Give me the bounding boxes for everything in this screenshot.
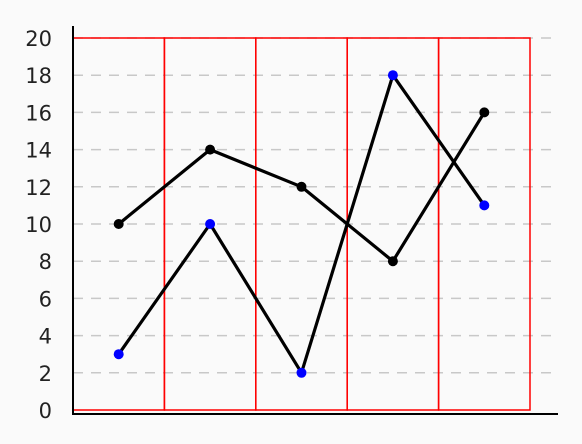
y-tick-label: 18 [25, 64, 52, 88]
series-point [205, 219, 216, 229]
y-tick-label: 8 [39, 250, 52, 274]
y-tick-label: 10 [25, 213, 52, 237]
series-point [205, 144, 216, 155]
series-point [479, 107, 490, 118]
series-point [296, 367, 307, 378]
y-tick-label: 0 [39, 399, 52, 423]
y-tick-label: 6 [39, 287, 52, 311]
series-point [387, 256, 398, 267]
y-tick-labels: 0 2 4 6 8 10 12 14 16 18 20 [25, 27, 52, 423]
series-line [117, 73, 486, 375]
series-point [296, 181, 307, 192]
y-tick-label: 14 [25, 139, 52, 163]
y-tick-label: 2 [39, 362, 52, 386]
y-tick-label: 20 [25, 27, 52, 51]
series-point [387, 70, 398, 81]
series-point [113, 349, 124, 360]
series-point [479, 200, 490, 211]
y-tick-label: 12 [25, 176, 52, 200]
category-bands [72, 37, 531, 411]
category-band [437, 37, 531, 411]
y-tick-label: 4 [39, 325, 52, 349]
y-tick-label: 16 [25, 101, 52, 125]
series-layer [113, 70, 490, 378]
series-point [113, 219, 124, 229]
